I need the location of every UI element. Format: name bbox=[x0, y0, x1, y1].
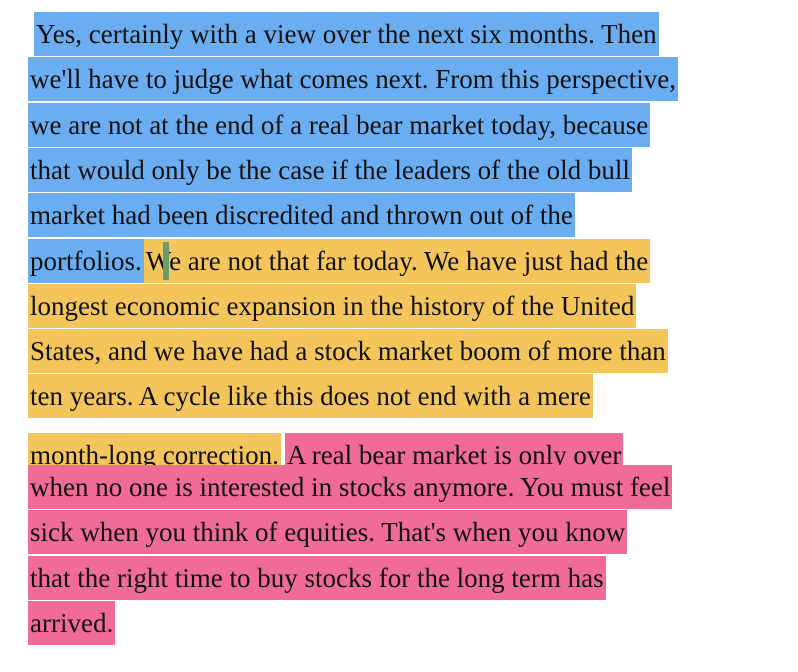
highlight-span[interactable]: sick when you think of equities. That's … bbox=[28, 510, 628, 555]
highlight-span[interactable]: we are not at the end of a real bear mar… bbox=[28, 102, 651, 147]
text-line: sick when you think of equities. That's … bbox=[28, 510, 628, 555]
text-line: we are not at the end of a real bear mar… bbox=[28, 102, 651, 147]
text-line: market had been discredited and thrown o… bbox=[28, 193, 575, 238]
text-line: longest economic expansion in the histor… bbox=[28, 283, 637, 328]
selection-handle[interactable] bbox=[163, 242, 169, 280]
highlight-span[interactable]: ten years. A cycle like this does not en… bbox=[28, 374, 593, 419]
text-line: that the right time to buy stocks for th… bbox=[28, 555, 606, 600]
text-line: when no one is interested in stocks anym… bbox=[28, 465, 673, 509]
highlight-span[interactable]: portfolios. bbox=[28, 238, 144, 283]
text-line: we'll have to judge what comes next. Fro… bbox=[28, 57, 678, 102]
highlight-span[interactable]: arrived. bbox=[28, 600, 116, 645]
highlight-span[interactable]: market had been discredited and thrown o… bbox=[28, 193, 575, 238]
highlight-span[interactable]: longest economic expansion in the histor… bbox=[28, 283, 637, 328]
text-line: States, and we have had a stock market b… bbox=[28, 329, 668, 374]
highlight-span[interactable]: Yes, certainly with a view over the next… bbox=[34, 12, 659, 56]
text-line: that would only be the case if the leade… bbox=[28, 147, 632, 192]
text-line: arrived. bbox=[28, 600, 116, 645]
highlight-span[interactable]: when no one is interested in stocks anym… bbox=[28, 465, 673, 509]
highlight-span[interactable]: that the right time to buy stocks for th… bbox=[28, 555, 606, 600]
highlight-span[interactable]: we'll have to judge what comes next. Fro… bbox=[28, 57, 678, 102]
spacer-span bbox=[280, 419, 285, 464]
text-line: portfolios. We are not that far today. We… bbox=[28, 238, 651, 283]
highlight-span[interactable]: We are not that far today. We have just … bbox=[143, 238, 651, 283]
text-line: Yes, certainly with a view over the next… bbox=[34, 12, 659, 56]
highlight-span[interactable]: that would only be the case if the leade… bbox=[28, 147, 632, 192]
highlight-span[interactable]: States, and we have had a stock market b… bbox=[28, 329, 668, 374]
text-line: month-long correction. A real bear marke… bbox=[28, 419, 624, 477]
text-line: ten years. A cycle like this does not en… bbox=[28, 374, 593, 419]
